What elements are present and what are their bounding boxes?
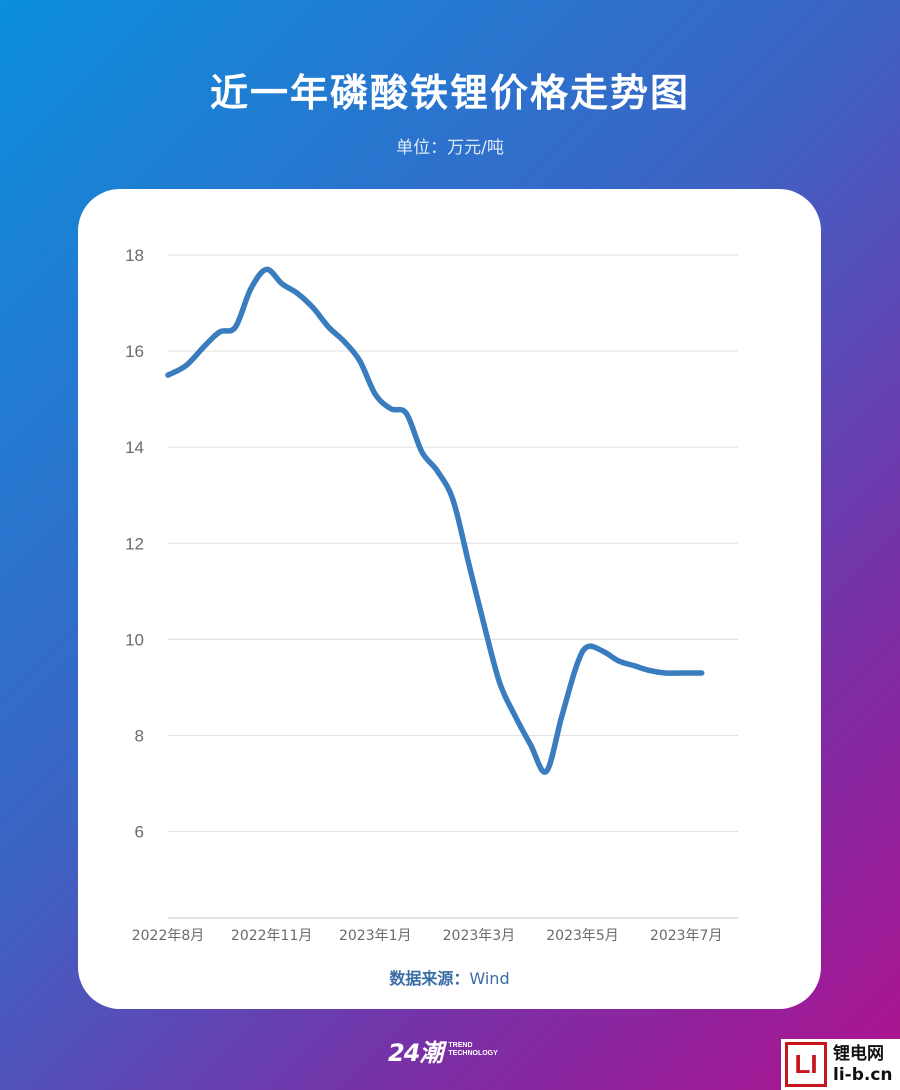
logo-words: TREND TECHNOLOGY (448, 1042, 497, 1058)
x-tick-label: 2023年5月 (546, 928, 619, 944)
y-tick-label: 12 (125, 534, 144, 553)
page-title: 近一年磷酸铁锂价格走势图 (209, 71, 690, 115)
data-source: 数据来源：Wind (78, 965, 821, 989)
watermark-line-1: 锂电网 (833, 1043, 884, 1064)
y-tick-label: 8 (135, 726, 144, 745)
y-tick-label: 14 (125, 438, 144, 457)
x-tick-label: 2023年7月 (650, 928, 723, 944)
brand-logo: 24潮 TREND TECHNOLOGY (388, 1034, 498, 1067)
y-tick-label: 16 (125, 342, 144, 361)
logo-mark: 24潮 (388, 1038, 443, 1067)
chart-card: 6 8 10 12 14 16 18 2022年8月 2022年11月 2023年1月 2023年3… (78, 189, 821, 1009)
logo-line-1: TREND (448, 1042, 473, 1049)
x-tick-label: 2022年11月 (231, 928, 312, 944)
line-chart: 6 8 10 12 14 16 18 2022年8月 2022年11月 2023年1月 2023年3… (125, 246, 738, 944)
watermark-logo-icon: LI (785, 1042, 827, 1087)
logo-line-2: TECHNOLOGY (448, 1050, 498, 1057)
x-tick-label: 2023年3月 (443, 928, 516, 944)
y-tick-label: 10 (125, 630, 144, 649)
y-tick-label: 6 (135, 823, 144, 842)
watermark-text: 锂电网 li-b.cn (833, 1044, 893, 1086)
unit-subtitle: 单位：万元/吨 (396, 138, 504, 158)
data-source-label: 数据来源： (389, 969, 470, 988)
series-line-0 (165, 266, 705, 775)
watermark-line-2: li-b.cn (833, 1064, 893, 1085)
y-tick-label: 18 (125, 246, 144, 265)
x-tick-label: 2023年1月 (339, 928, 412, 944)
data-source-value: Wind (469, 969, 510, 988)
x-tick-label: 2022年8月 (132, 928, 205, 944)
watermark: LI 锂电网 li-b.cn (781, 1039, 900, 1090)
